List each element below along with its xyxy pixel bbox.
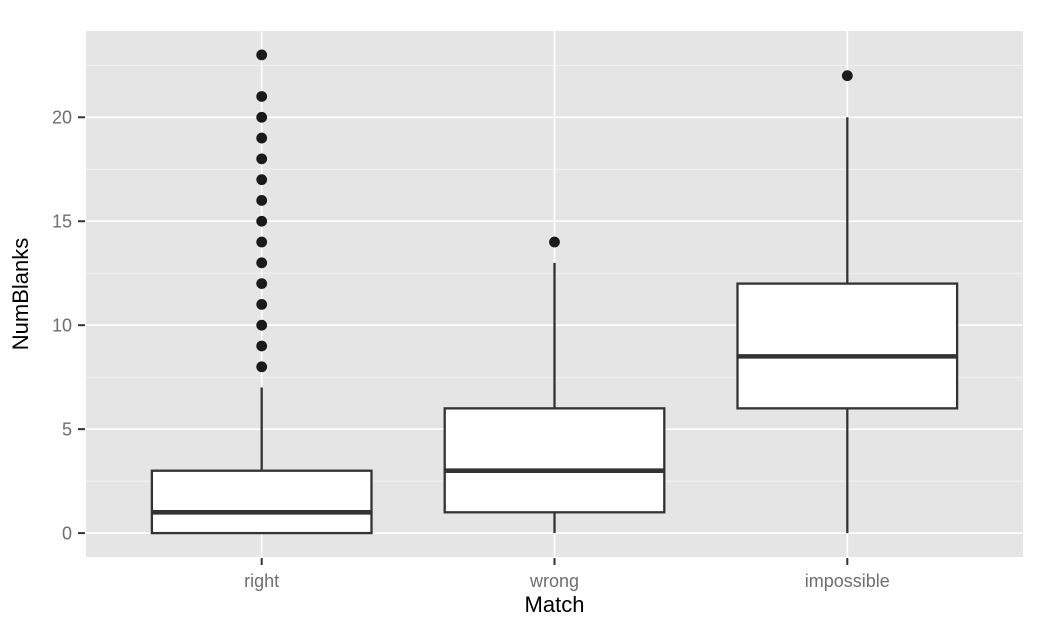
x-axis-title: Match [524,592,585,617]
outlier-dot [841,70,853,82]
outlier-dot [256,236,268,248]
box [150,469,373,535]
y-tick-label: 0 [62,523,72,543]
x-tick-label: impossible [805,571,890,591]
outlier-dot [256,49,268,61]
outlier-dot [256,340,268,352]
outlier-dot [256,319,268,331]
outlier-dot [256,174,268,186]
x-tick-label: wrong [529,571,579,591]
outlier-dot [549,236,560,248]
y-tick-label: 15 [52,212,72,232]
y-tick-label: 20 [52,108,72,128]
outlier-dot [256,298,268,310]
outlier-dot [256,361,268,373]
y-tick-label: 5 [62,419,72,439]
outlier-dot [256,195,268,206]
outlier-dot [256,257,268,269]
y-tick-label: 10 [52,315,72,335]
outlier-dot [256,132,268,144]
y-axis-title: NumBlanks [8,237,33,351]
box [443,407,666,514]
outlier-dot [256,111,268,123]
x-tick-label: right [244,571,279,591]
outlier-dot [256,153,268,165]
outlier-dot [256,91,268,102]
outlier-dot [256,278,268,290]
box [736,282,959,410]
outlier-dot [256,215,268,227]
